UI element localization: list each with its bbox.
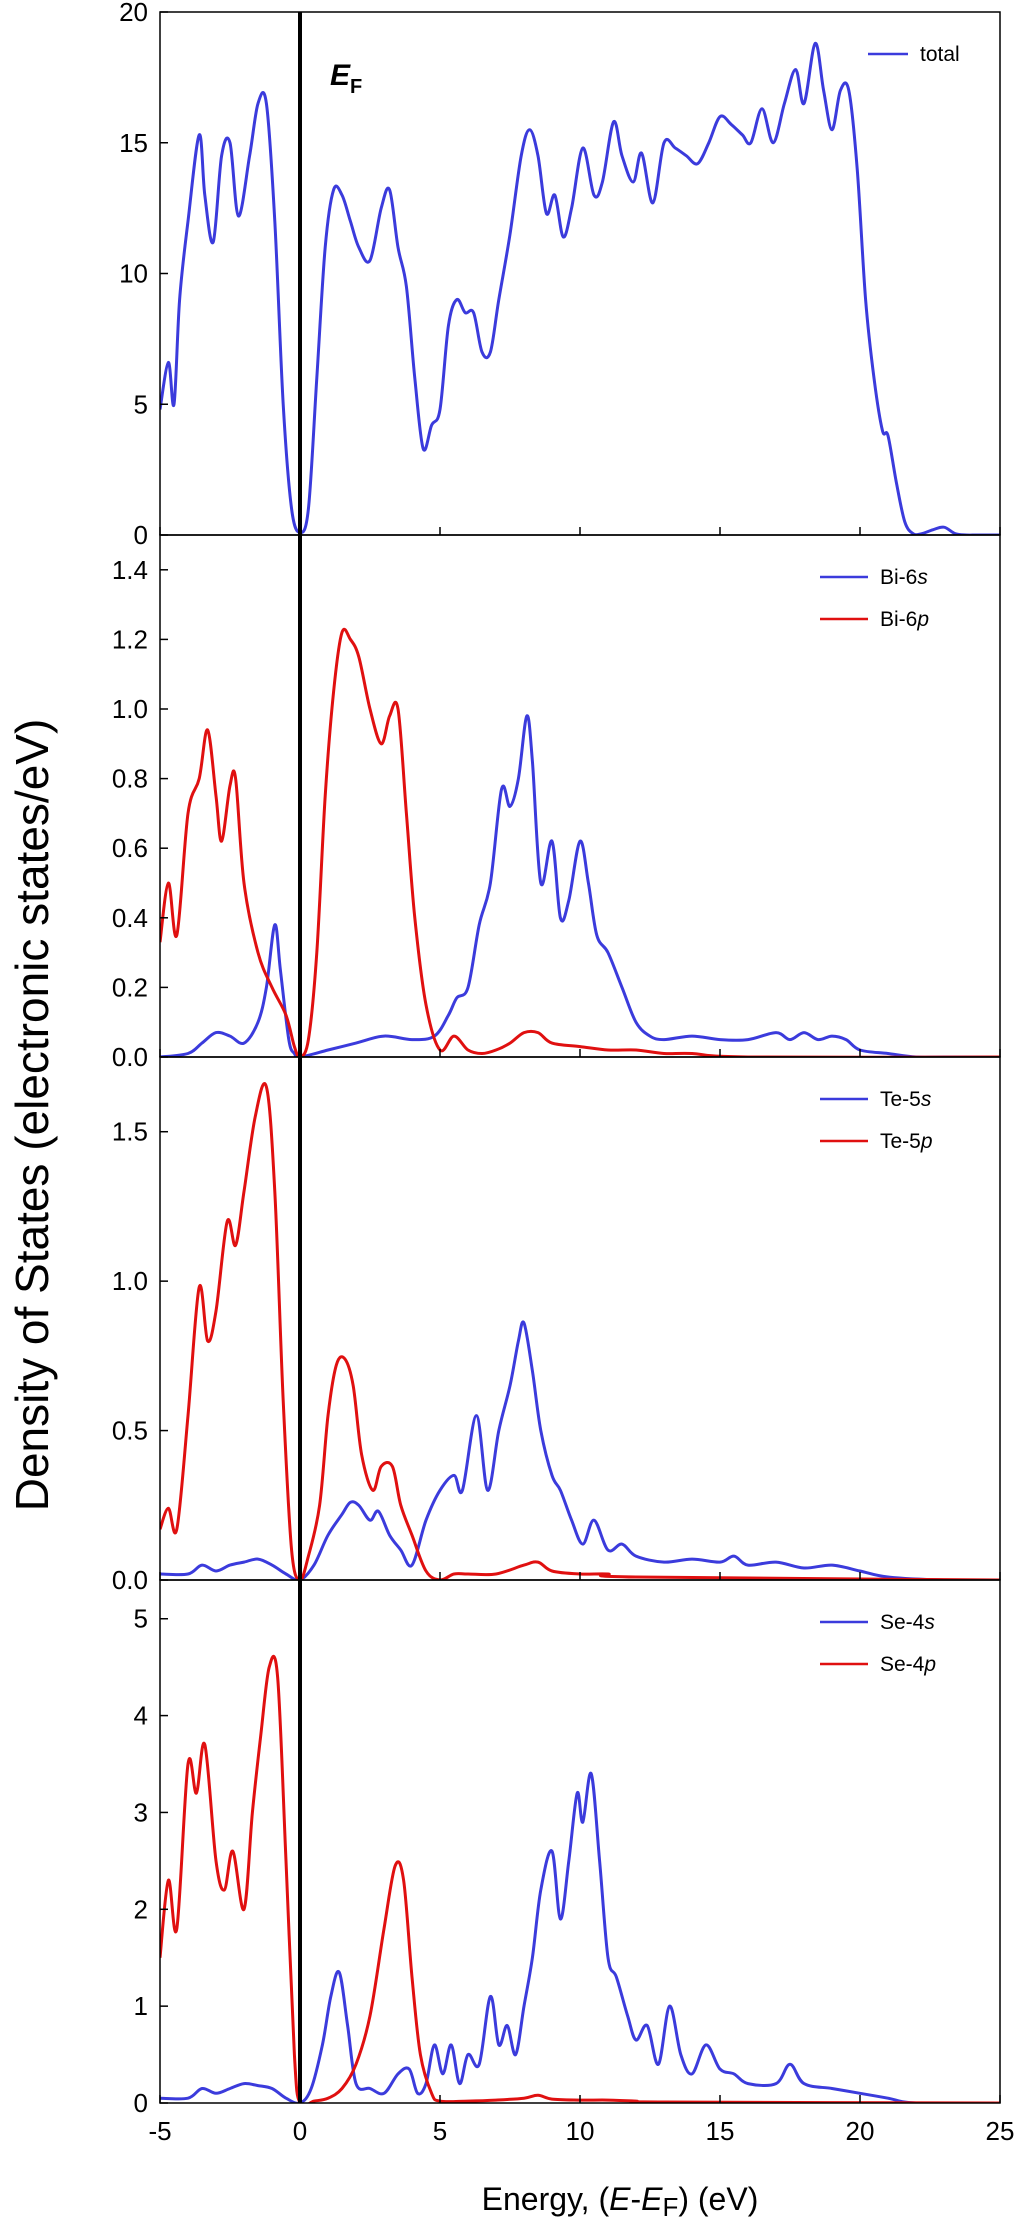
y-tick-label: 0.6 (112, 833, 148, 863)
legend-label-orbital: p (923, 1653, 936, 1676)
legend-label-text: Te-5 (880, 1088, 921, 1111)
x-tick-label: 0 (293, 2116, 307, 2146)
fermi-label-subscript: F (350, 76, 362, 98)
y-tick-label: 1.0 (112, 694, 148, 724)
y-tick-label: 0.4 (112, 903, 148, 933)
legend-label-text: Bi-6 (880, 566, 917, 589)
fermi-level-label: EF (330, 59, 362, 98)
x-axis-title-part: F (662, 2192, 678, 2222)
x-axis-ticks: -5 0 5 10 15 20 25 (148, 2116, 1014, 2146)
y-tick-label: 0.0 (112, 1565, 148, 1595)
x-axis-title-part: - (630, 2181, 641, 2217)
x-tick-label: 25 (986, 2116, 1015, 2146)
y-tick-label: 0.8 (112, 764, 148, 794)
x-tick-label: 10 (566, 2116, 595, 2146)
legend-label-text: Se-4 (880, 1611, 925, 1634)
fermi-label-e: E (330, 59, 351, 92)
y-tick-label: 0.0 (112, 1042, 148, 1072)
y-tick-label: 5 (134, 389, 148, 419)
series-line-Bi-6s (160, 714, 1000, 1057)
y-tick-label: 2 (134, 1894, 148, 1924)
x-tick-label: 5 (433, 2116, 447, 2146)
panel-frame (159, 534, 1001, 1058)
y-tick-label: 0 (134, 520, 148, 550)
x-tick-label: 15 (706, 2116, 735, 2146)
series-line-Se-4p (160, 1654, 1000, 2103)
y-tick-label: 0.2 (112, 972, 148, 1002)
legend-label-orbital: p (920, 1130, 933, 1153)
y-tick-label: 20 (119, 0, 148, 27)
y-axis-title: Density of States (electronic states/eV) (6, 719, 58, 1512)
legend: total (868, 43, 960, 66)
series-line-Bi-6p (160, 627, 1000, 1057)
x-axis-title-part: Energy, ( (482, 2181, 610, 2217)
x-axis-title-part: E (641, 2181, 663, 2217)
legend-label: Se-4s (880, 1611, 935, 1634)
y-tick-label: 4 (134, 1701, 148, 1731)
legend-label: total (920, 43, 960, 66)
y-tick-label: 5 (134, 1604, 148, 1634)
legend-label: Bi-6p (880, 608, 929, 631)
x-axis-title-part: E (609, 2181, 631, 2217)
y-tick-label: 10 (119, 259, 148, 289)
series-line-Te-5p (160, 1082, 1000, 1580)
legend-label: Bi-6s (880, 566, 928, 589)
legend-label-text: Bi-6 (880, 608, 917, 631)
legend-label-text: Te-5 (880, 1130, 921, 1153)
series-line-Se-4s (160, 1772, 1000, 2103)
legend-label-orbital: s (921, 1088, 932, 1111)
legend-label: Te-5s (880, 1088, 932, 1111)
legend-label-text: total (920, 43, 960, 66)
y-tick-label: 0 (134, 2088, 148, 2118)
legend-label-orbital: p (916, 608, 929, 631)
legend-label-orbital: s (924, 1611, 935, 1634)
legend-label: Se-4p (880, 1653, 936, 1676)
y-tick-label: 1 (134, 1991, 148, 2021)
x-axis-title-part: ) (eV) (678, 2181, 758, 2217)
series-line-Te-5s (160, 1320, 1000, 1580)
y-tick-label: 3 (134, 1797, 148, 1827)
panel-total: 0 5 10 15 20 total (119, 0, 1001, 550)
x-tick-label: 20 (846, 2116, 875, 2146)
x-axis-title: Energy, (E-EF) (eV) (482, 2181, 759, 2222)
y-tick-label: 1.0 (112, 1266, 148, 1296)
series-line-total (160, 41, 1000, 535)
legend-label-text: Se-4 (880, 1653, 925, 1676)
y-tick-label: 15 (119, 128, 148, 158)
y-tick-label: 1.5 (112, 1117, 148, 1147)
panel-frame (159, 1056, 1001, 1581)
y-tick-label: 1.2 (112, 624, 148, 654)
x-tick-label: -5 (148, 2116, 171, 2146)
legend-label-orbital: s (917, 566, 928, 589)
legend-label: Te-5p (880, 1130, 933, 1153)
y-tick-label: 0.5 (112, 1416, 148, 1446)
y-tick-label: 1.4 (112, 555, 148, 585)
